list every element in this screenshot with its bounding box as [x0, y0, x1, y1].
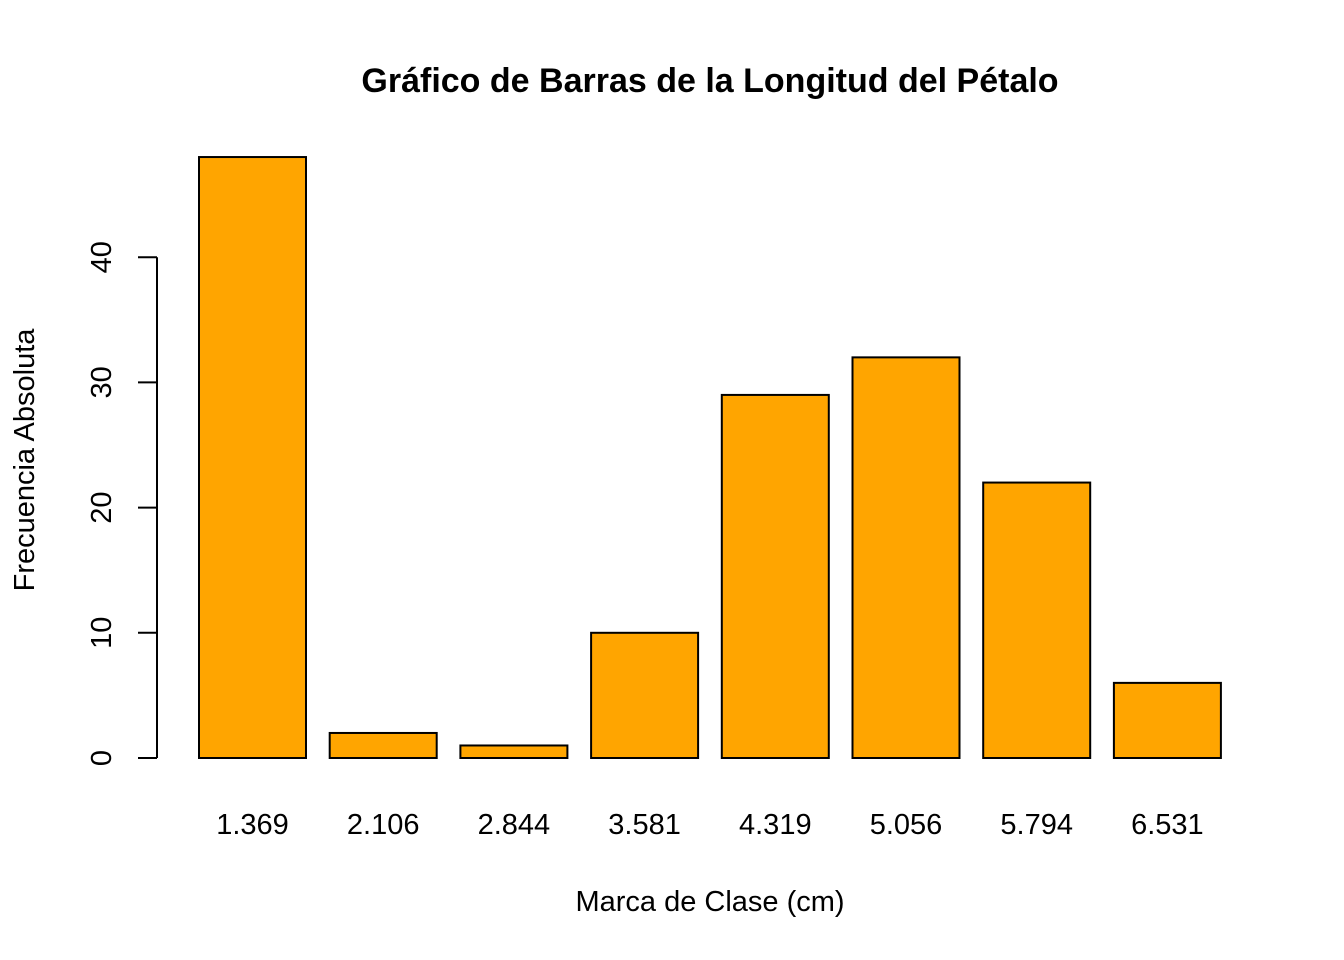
bar [590, 631, 700, 759]
bar [982, 481, 1092, 759]
x-tick-label: 2.844 [478, 809, 551, 841]
y-axis-label: Frecuencia Absoluta [9, 328, 41, 592]
y-tick-label: 10 [86, 617, 118, 649]
x-tick-label: 2.106 [347, 809, 420, 841]
chart-title: Gráfico de Barras de la Longitud del Pét… [361, 62, 1058, 100]
y-axis: 0 10 20 30 40 [86, 241, 158, 766]
x-tick-label: 4.319 [739, 809, 812, 841]
bar [198, 156, 307, 760]
y-tick-label: 20 [86, 491, 118, 523]
bars-group [198, 156, 1222, 760]
x-axis-label: Marca de Clase (cm) [575, 886, 844, 918]
bar [720, 393, 830, 759]
x-tick-label: 3.581 [608, 809, 681, 841]
bar [328, 731, 438, 760]
x-tick-label: 1.369 [216, 809, 289, 841]
bar [851, 356, 961, 759]
y-tick-label: 40 [86, 241, 118, 273]
bar [459, 744, 569, 759]
x-tick-label: 6.531 [1131, 809, 1204, 841]
y-tick-label: 30 [86, 366, 118, 398]
bar [1112, 681, 1222, 760]
x-tick-label: 5.794 [1000, 809, 1073, 841]
x-tick-labels: 1.369 2.106 2.844 3.581 4.319 5.056 5.794 6.531 [216, 809, 1203, 841]
x-tick-label: 5.056 [870, 809, 943, 841]
y-tick-label: 0 [86, 750, 118, 766]
